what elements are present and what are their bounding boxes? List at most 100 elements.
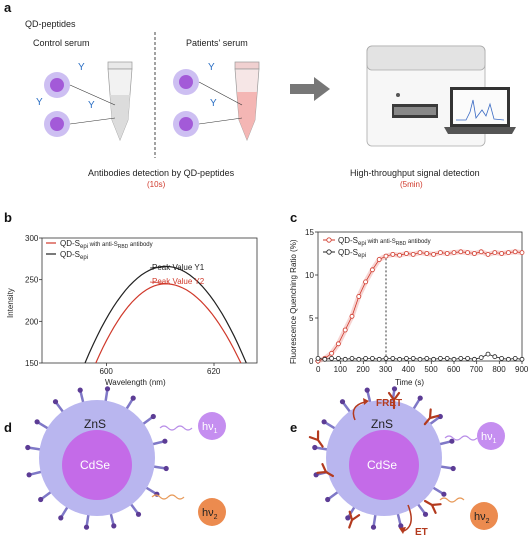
peptide-head bbox=[130, 395, 136, 401]
series-2-point bbox=[322, 356, 328, 362]
series-1-point bbox=[329, 350, 335, 356]
y-tick-label: 300 bbox=[25, 234, 39, 243]
series-2-point bbox=[465, 355, 471, 361]
series-1-point bbox=[424, 251, 430, 256]
peptide-head bbox=[417, 395, 423, 401]
peak-pointer-1 bbox=[149, 281, 169, 285]
series-2-point bbox=[363, 355, 369, 361]
shell-label: ZnS bbox=[371, 417, 393, 431]
series-1-point bbox=[444, 251, 450, 256]
excitation-wave-icon bbox=[151, 494, 185, 500]
series-1-line bbox=[95, 283, 242, 364]
x-tick-label: 620 bbox=[207, 367, 221, 376]
y-tick-label: 15 bbox=[305, 228, 314, 237]
pointer-line bbox=[198, 117, 243, 125]
peptide-head bbox=[364, 387, 370, 393]
process-arrow-icon bbox=[290, 77, 330, 101]
panel-a-title: QD-peptides bbox=[25, 19, 76, 29]
series-1-point bbox=[383, 253, 389, 259]
peptide-head bbox=[111, 523, 117, 529]
series-2-point bbox=[478, 355, 484, 361]
series-2-point bbox=[397, 356, 403, 362]
series-1-point bbox=[376, 257, 382, 262]
control-serum-label: Control serum bbox=[33, 38, 90, 48]
peptide-head bbox=[52, 399, 59, 405]
panel-a: a QD-peptides Control serum Patients' se… bbox=[4, 0, 516, 189]
panel-c-label: c bbox=[290, 210, 297, 225]
x-tick-label: 600 bbox=[100, 367, 114, 376]
antibody-icon: Y bbox=[88, 100, 95, 111]
peak-label-y1: Peak Value Y1 bbox=[152, 263, 205, 272]
peptide-head bbox=[391, 386, 398, 392]
x-tick-label: 100 bbox=[334, 365, 348, 374]
series-2-point bbox=[417, 356, 423, 362]
series-1-point bbox=[349, 313, 355, 319]
series-1-line bbox=[317, 251, 523, 362]
x-tick-label: 500 bbox=[424, 365, 438, 374]
antibody-icon bbox=[387, 391, 401, 410]
y-tick-label: 250 bbox=[25, 276, 39, 285]
series-2-point bbox=[383, 355, 389, 361]
peptide-head bbox=[325, 496, 331, 503]
et-arrowhead-icon bbox=[399, 527, 406, 534]
legend-entry-2: QD-Sepi bbox=[60, 250, 88, 261]
peptide-head bbox=[162, 438, 168, 444]
qd-core bbox=[62, 430, 132, 500]
qd-particle-control-1 bbox=[44, 72, 70, 98]
panel-e-label: e bbox=[290, 420, 297, 435]
peak-pointer-2 bbox=[149, 265, 169, 269]
series-1-point bbox=[410, 251, 416, 257]
hv2-label: hν2 bbox=[474, 511, 490, 525]
series-1-point bbox=[437, 250, 443, 256]
series-1-point bbox=[451, 250, 457, 256]
series-2-point bbox=[390, 355, 396, 361]
detection-label: Antibodies detection by QD-peptides bbox=[88, 168, 235, 178]
series-1-point bbox=[397, 252, 403, 258]
series-2-point bbox=[342, 356, 348, 362]
fret-arrowhead-icon bbox=[363, 398, 369, 405]
laptop-icon bbox=[444, 87, 516, 134]
x-tick-label: 200 bbox=[356, 365, 370, 374]
series-2-point bbox=[410, 355, 416, 361]
series-1-error-band bbox=[317, 249, 523, 364]
panel-c-ylabel: Fluorescence Quenching Ratio (%) bbox=[289, 239, 298, 364]
x-tick-label: 800 bbox=[492, 365, 506, 374]
legend-entry-1: QD-Sepi with anti-SRBD antibody bbox=[60, 239, 153, 250]
tube-patients bbox=[234, 61, 260, 141]
antibody-icon: Y bbox=[78, 62, 85, 73]
series-1-point bbox=[369, 267, 375, 273]
series-1-point bbox=[471, 251, 477, 256]
series-1-point bbox=[465, 250, 471, 256]
hv1-label: hν1 bbox=[202, 421, 218, 435]
photon-hv1-icon bbox=[477, 422, 505, 450]
series-2-point bbox=[369, 355, 375, 361]
qd-core bbox=[349, 430, 419, 500]
panel-e: e ZnS CdSe FRET ET hν1 hν2 bbox=[290, 386, 505, 538]
antibody-icon: Y bbox=[208, 62, 215, 73]
series-2-point bbox=[499, 355, 505, 361]
series-1-point bbox=[499, 251, 505, 256]
panel-b-plot-frame bbox=[41, 237, 258, 364]
peptide-head bbox=[163, 465, 169, 472]
legend-entry-2: QD-Sepi bbox=[338, 248, 366, 259]
x-tick-label: 600 bbox=[447, 365, 461, 374]
qd-particle-control-2 bbox=[44, 111, 70, 137]
x-tick-label: 700 bbox=[470, 365, 484, 374]
x-tick-label: 900 bbox=[515, 365, 529, 374]
signal-time: (5min) bbox=[400, 180, 423, 189]
peptide-head bbox=[135, 511, 142, 517]
peptide-head bbox=[83, 524, 90, 530]
peptide-head bbox=[150, 413, 156, 420]
photon-hv1-icon bbox=[198, 412, 226, 440]
series-2-point bbox=[492, 354, 498, 360]
panel-b-xlabel: Wavelength (nm) bbox=[105, 378, 166, 387]
x-tick-label: 0 bbox=[316, 365, 321, 374]
panel-b: b 600 620 150 200 250 300 QD-Sepi with anti-S… bbox=[4, 210, 258, 387]
series-1-point bbox=[478, 249, 484, 255]
excitation-wave-icon bbox=[439, 497, 465, 503]
core-label: CdSe bbox=[80, 458, 110, 472]
antibody-icon bbox=[423, 408, 440, 426]
series-2-point bbox=[471, 356, 477, 362]
series-1-point bbox=[356, 294, 362, 299]
